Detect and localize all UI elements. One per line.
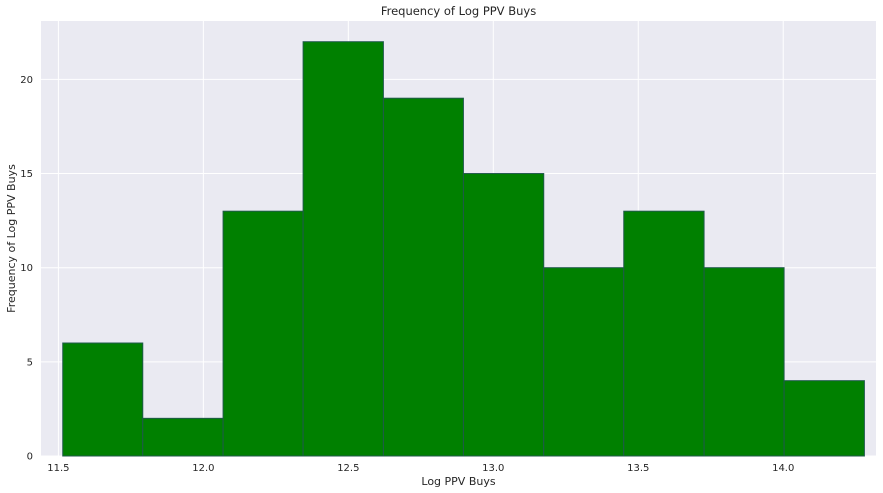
y-tick-label: 0 [27, 452, 33, 463]
x-tick-label: 13.0 [482, 463, 504, 474]
x-tick-label: 12.0 [192, 463, 214, 474]
histogram-bar [302, 41, 384, 457]
x-tick-label: 12.5 [337, 463, 359, 474]
y-tick-label: 10 [20, 263, 33, 274]
histogram-bar [783, 380, 865, 457]
x-axis-label: Log PPV Buys [421, 475, 495, 488]
chart-title: Frequency of Log PPV Buys [381, 4, 536, 18]
histogram-bar [462, 173, 545, 457]
x-tick-label: 14.0 [772, 463, 794, 474]
y-tick-labels: 0 5 10 15 20 [20, 75, 33, 463]
histogram-bar [382, 97, 464, 457]
x-tick-labels: 11.5 12.0 12.5 13.0 13.5 14.0 [47, 463, 794, 474]
histogram-bar [623, 210, 705, 457]
y-axis-label: Frequency of Log PPV Buys [5, 164, 18, 313]
x-tick-label: 11.5 [47, 463, 69, 474]
y-tick-label: 15 [20, 169, 33, 180]
histogram-bar [703, 267, 785, 457]
histogram-bar [543, 267, 625, 457]
histogram-bar [222, 210, 304, 457]
x-tick-label: 13.5 [627, 463, 649, 474]
histogram-bar [142, 417, 224, 457]
histogram-bar [62, 342, 144, 457]
bars [62, 41, 865, 457]
y-tick-label: 20 [20, 75, 33, 86]
y-tick-label: 5 [27, 357, 33, 368]
